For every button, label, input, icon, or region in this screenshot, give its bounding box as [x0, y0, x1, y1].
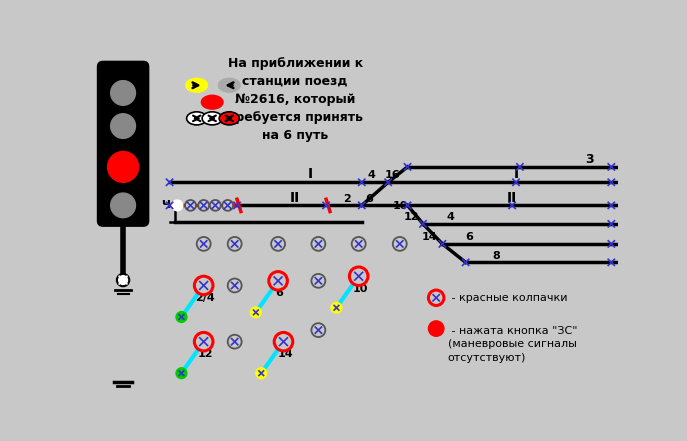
Circle shape	[311, 237, 326, 251]
Circle shape	[350, 267, 368, 285]
Circle shape	[194, 276, 213, 295]
Ellipse shape	[202, 112, 223, 125]
Circle shape	[352, 237, 365, 251]
Circle shape	[311, 323, 326, 337]
Circle shape	[227, 335, 242, 348]
Circle shape	[185, 200, 196, 211]
Text: 12: 12	[404, 212, 419, 222]
Text: Ч: Ч	[161, 201, 170, 210]
Text: 10: 10	[352, 284, 368, 294]
Text: II: II	[290, 191, 300, 205]
Circle shape	[108, 151, 139, 182]
Circle shape	[194, 333, 213, 351]
Circle shape	[256, 368, 267, 378]
Text: 14: 14	[421, 232, 437, 242]
Circle shape	[271, 237, 285, 251]
Circle shape	[429, 321, 444, 336]
Text: 2: 2	[344, 194, 351, 204]
Circle shape	[111, 193, 135, 218]
Circle shape	[117, 274, 129, 286]
Circle shape	[227, 237, 242, 251]
Circle shape	[111, 114, 135, 138]
Text: 12: 12	[197, 349, 213, 359]
Text: На приближении к
станции поезд
№2616, который
требуется принять
на 6 путь: На приближении к станции поезд №2616, ко…	[227, 57, 363, 142]
Text: 10: 10	[393, 201, 408, 211]
Circle shape	[429, 290, 444, 306]
Text: 6: 6	[466, 232, 473, 242]
Circle shape	[331, 303, 342, 313]
Text: I: I	[308, 168, 313, 181]
Ellipse shape	[186, 78, 207, 92]
Text: 8: 8	[493, 250, 501, 261]
Circle shape	[251, 307, 261, 318]
Circle shape	[176, 368, 187, 378]
Circle shape	[223, 200, 233, 211]
Text: 3: 3	[585, 153, 594, 166]
Circle shape	[199, 200, 209, 211]
Circle shape	[393, 237, 407, 251]
Ellipse shape	[218, 78, 240, 92]
Text: 4: 4	[446, 212, 454, 222]
Ellipse shape	[187, 112, 207, 125]
Circle shape	[311, 274, 326, 288]
Circle shape	[196, 237, 211, 251]
Text: 4: 4	[367, 170, 375, 180]
Text: II: II	[507, 191, 517, 205]
Text: - красные колпачки: - красные колпачки	[448, 293, 567, 303]
Circle shape	[111, 81, 135, 105]
Ellipse shape	[201, 95, 223, 109]
Circle shape	[274, 333, 293, 351]
Circle shape	[269, 272, 287, 290]
Text: 2/4: 2/4	[195, 293, 215, 303]
Text: - нажата кнопка "ЗС"
(маневровые сигналы
отсутствуют): - нажата кнопка "ЗС" (маневровые сигналы…	[448, 326, 577, 363]
Text: 6: 6	[365, 194, 372, 204]
FancyBboxPatch shape	[98, 61, 148, 226]
Text: I: I	[513, 168, 519, 181]
Circle shape	[176, 312, 187, 322]
Ellipse shape	[219, 112, 239, 125]
Text: 6: 6	[275, 288, 284, 298]
Circle shape	[172, 200, 183, 211]
Text: 16: 16	[384, 170, 400, 180]
Text: 14: 14	[278, 349, 293, 359]
Circle shape	[210, 200, 221, 211]
Circle shape	[227, 279, 242, 292]
